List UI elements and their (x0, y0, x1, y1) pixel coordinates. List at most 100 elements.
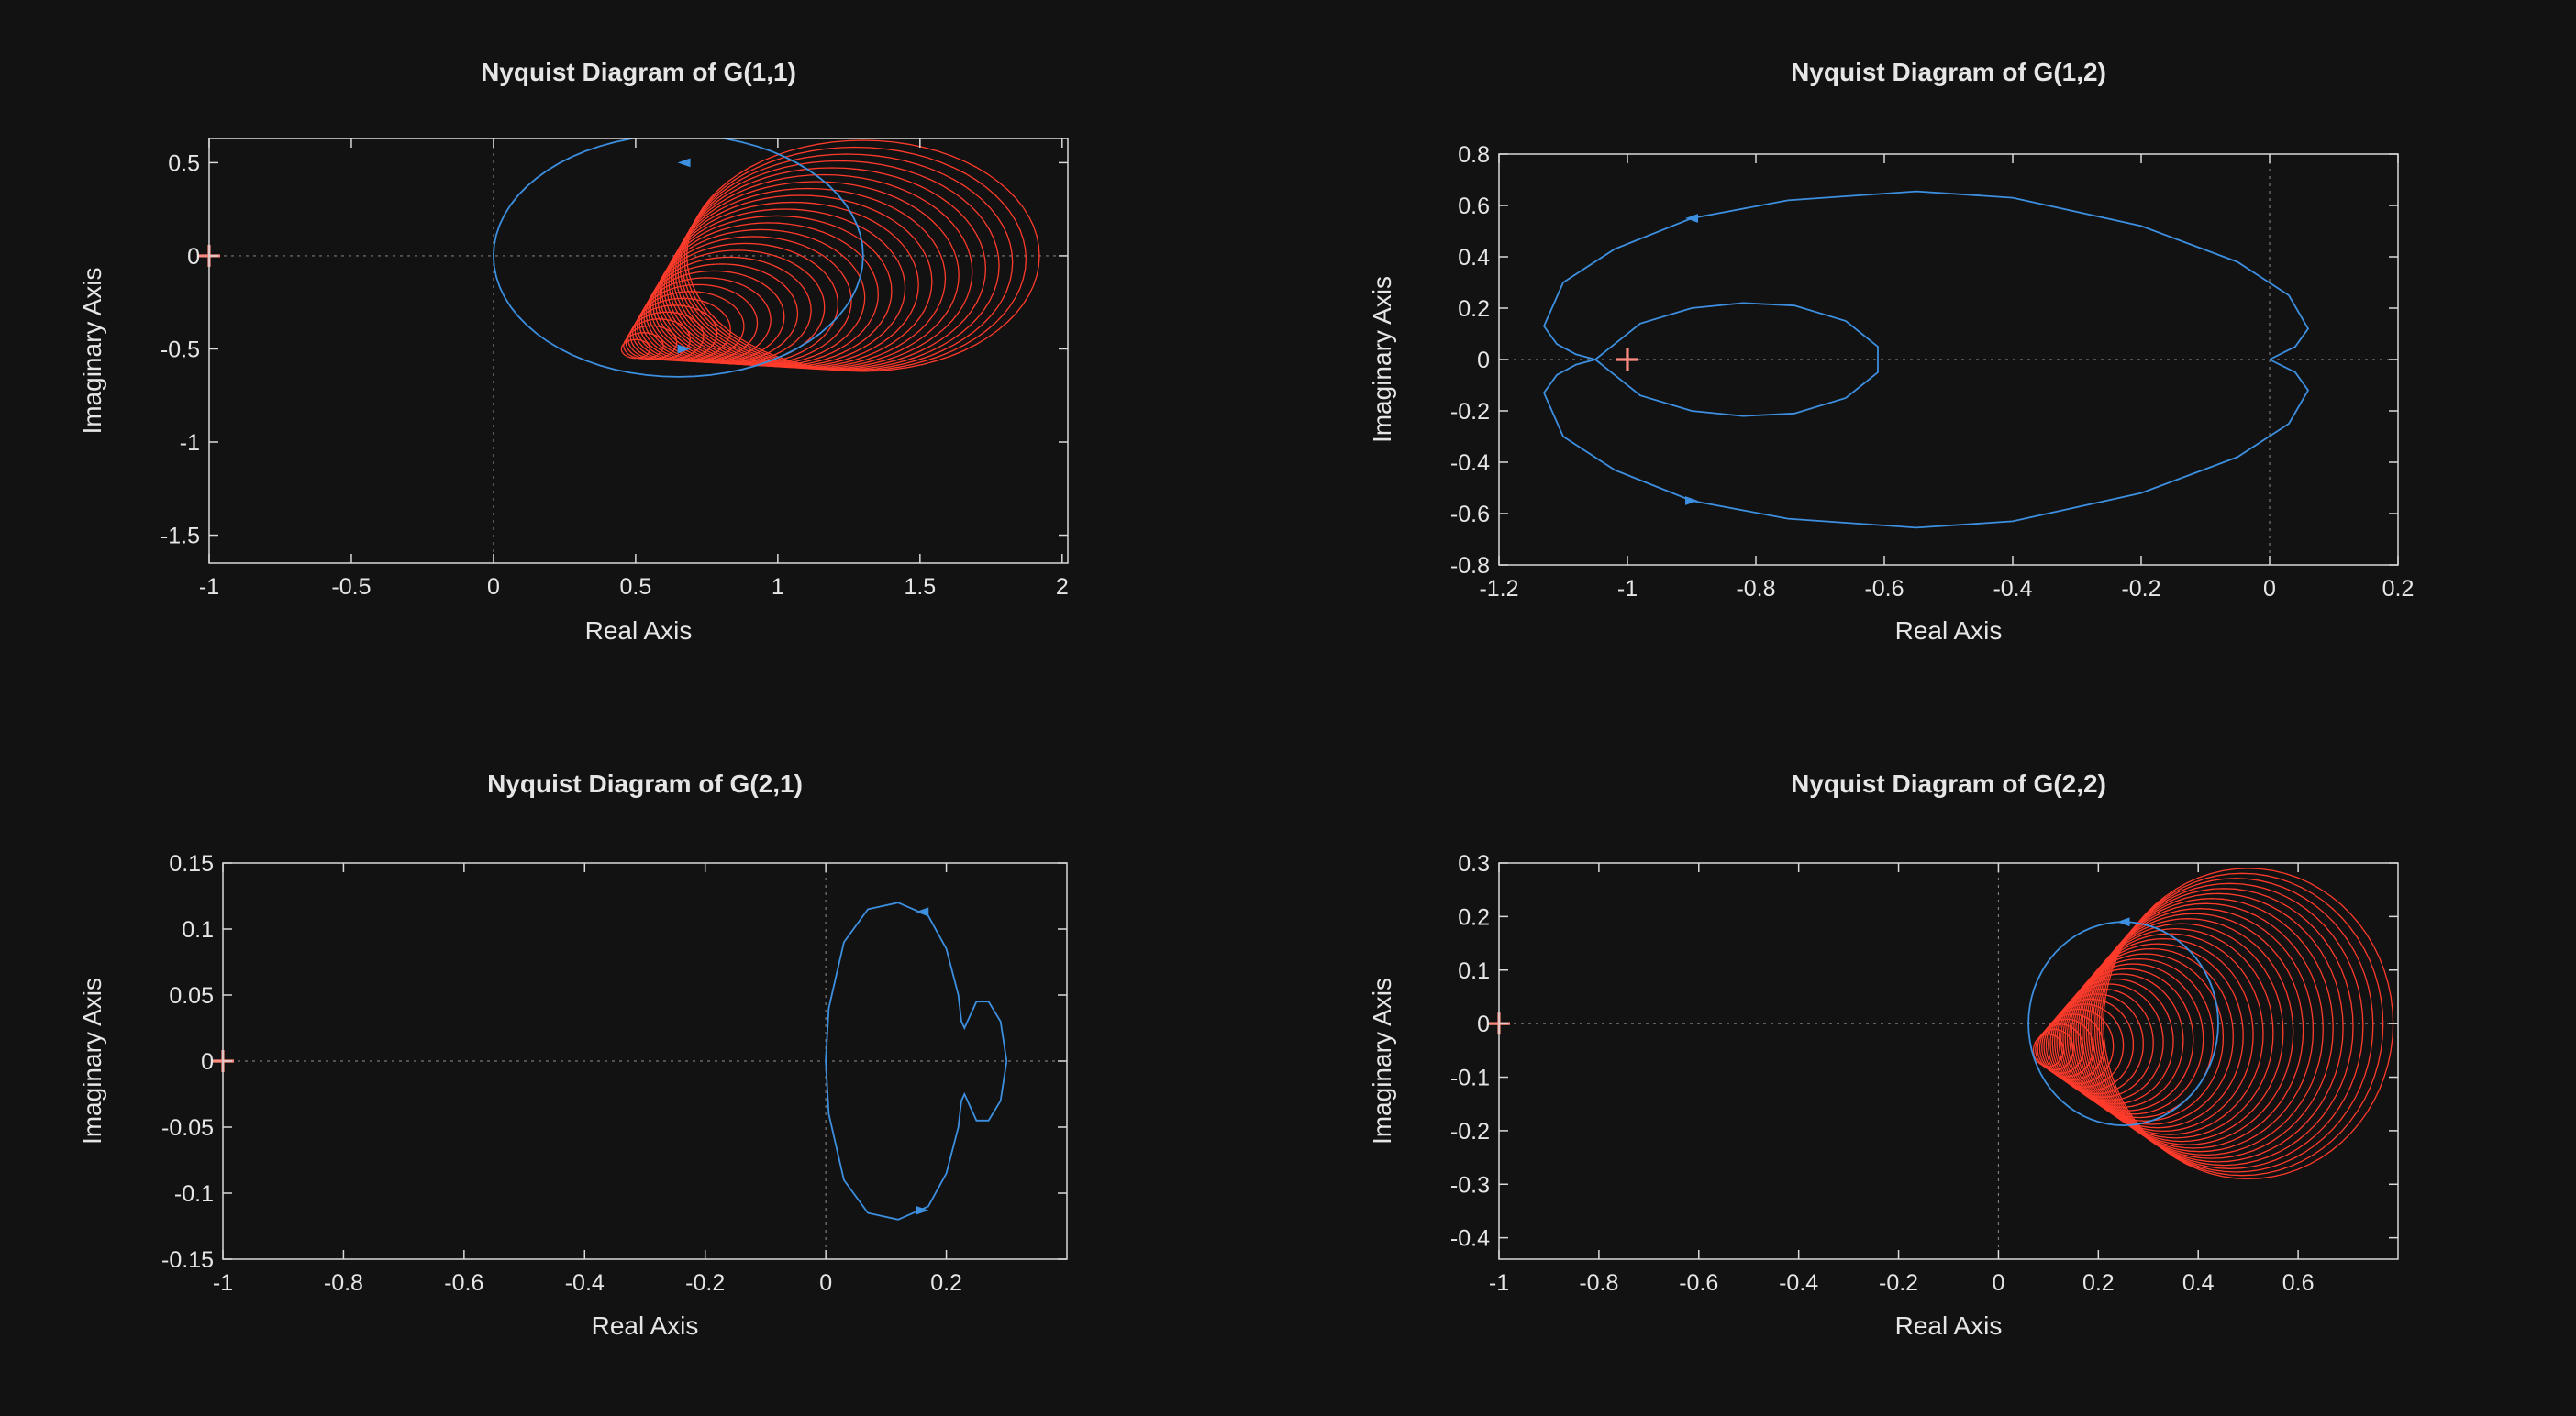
y-axis-label: Imaginary Axis (1368, 276, 1396, 443)
overlay-circle (665, 201, 919, 369)
direction-arrow (916, 907, 929, 917)
overlay-circle (2069, 947, 2234, 1125)
y-tick-label: 0.5 (168, 150, 200, 176)
overlay-circle (2079, 923, 2284, 1143)
y-tick-label: 0.4 (1458, 245, 1490, 271)
overlay-circle (682, 153, 1014, 371)
y-tick-label: -0.1 (1450, 1066, 1490, 1091)
x-tick-label: 0 (2263, 576, 2276, 602)
overlay-circle (2103, 868, 2394, 1180)
x-tick-label: -0.2 (1879, 1270, 1918, 1296)
y-tick-label: -0.3 (1450, 1172, 1490, 1198)
y-tick-label: 0.2 (1458, 296, 1490, 322)
overlay-circle (652, 242, 839, 366)
overlay-circle (654, 236, 852, 366)
x-tick-label: 0.2 (2382, 576, 2415, 602)
x-axis-label: Real Axis (592, 1311, 699, 1340)
overlay-circle (668, 194, 933, 369)
nyquist-curve-negative-freq (825, 1060, 1008, 1221)
y-tick-label: -0.4 (1450, 450, 1490, 476)
y-axis-label: Imaginary Axis (1368, 978, 1396, 1145)
x-tick-label: 2 (1056, 574, 1069, 600)
subplot-g12: Nyquist Diagram of G(1,2) Real Axis Imagin… (1368, 58, 2414, 645)
plot-area (492, 138, 1040, 378)
overlay-circle (640, 277, 772, 363)
x-tick-label: -1 (1617, 576, 1638, 602)
x-tick-label: -0.4 (565, 1270, 605, 1296)
overlay-circle (2054, 983, 2164, 1101)
y-tick-label: 0.05 (169, 983, 214, 1009)
x-tick-label: -1 (199, 574, 219, 600)
chart-title: Nyquist Diagram of G(2,2) (1791, 769, 2106, 798)
plot-frame (1498, 862, 2399, 1260)
y-tick-label: -0.2 (1450, 1119, 1490, 1145)
nyquist-curve-negative-freq (1594, 359, 1879, 417)
nyquist-curve-positive-freq (825, 902, 1008, 1062)
plot-frame (208, 138, 1069, 564)
overlay-circle (2075, 933, 2264, 1135)
nyquist-curve-positive-freq (1594, 302, 1879, 360)
y-tick-label: -0.1 (174, 1181, 214, 1207)
overlay-circle (663, 208, 906, 368)
plot-area (2027, 868, 2394, 1180)
y-tick-label: -0.2 (1450, 399, 1490, 425)
overlay-circle (2060, 968, 2194, 1112)
x-tick-label: -0.4 (1779, 1270, 1818, 1296)
x-tick-label: 0.5 (620, 574, 652, 600)
nyquist-curve-positive-freq (1542, 190, 2310, 360)
overlay-circle (661, 215, 893, 368)
nyquist-curve (2027, 921, 2219, 1127)
y-tick-label: 0.8 (1458, 142, 1490, 168)
x-tick-label: 1.5 (904, 574, 936, 600)
overlay-circle (638, 283, 759, 363)
overlay-circle (2082, 918, 2294, 1145)
direction-arrow (2116, 917, 2130, 927)
x-tick-label: -0.2 (2121, 576, 2160, 602)
overlay-circle (2062, 963, 2204, 1115)
x-tick-label: -0.6 (1864, 576, 1904, 602)
x-tick-label: -1.2 (1479, 576, 1518, 602)
overlay-circle (2051, 988, 2154, 1098)
overlay-circle (645, 263, 799, 364)
overlay-circle (674, 173, 973, 371)
x-tick-label: -1 (1489, 1270, 1509, 1296)
x-tick-label: -1 (213, 1270, 233, 1296)
direction-arrow (1685, 214, 1698, 223)
x-tick-label: 0.6 (2282, 1270, 2315, 1296)
y-tick-label: 0 (187, 244, 200, 270)
subplot-g21: Nyquist Diagram of G(2,1) Real Axis Imagin… (78, 769, 1068, 1340)
overlay-circle (2066, 953, 2225, 1122)
chart-title: Nyquist Diagram of G(1,2) (1791, 58, 2106, 86)
overlay-circle (2087, 902, 2324, 1156)
y-tick-label: 0.1 (182, 917, 214, 943)
overlay-circle (2092, 892, 2344, 1163)
y-tick-label: -0.15 (161, 1247, 214, 1273)
overlay-circle (2032, 1034, 2064, 1068)
nyquist-curve-negative-freq (1542, 359, 2310, 529)
overlay-circle (2077, 927, 2274, 1139)
y-axis-label: Imaginary Axis (78, 267, 106, 434)
x-tick-label: -0.2 (685, 1270, 725, 1296)
y-tick-label: -0.6 (1450, 502, 1490, 527)
x-tick-label: -0.8 (1736, 576, 1775, 602)
overlay-circle (2048, 998, 2135, 1091)
critical-point-marker (1616, 348, 1638, 371)
overlay-circle (677, 167, 987, 371)
overlay-circle (2056, 978, 2174, 1105)
overlay-circle (2058, 973, 2184, 1109)
overlay-circle (659, 222, 879, 367)
x-tick-label: 0 (819, 1270, 832, 1296)
x-tick-label: -0.6 (1679, 1270, 1718, 1296)
x-axis-label: Real Axis (1895, 1311, 2003, 1340)
overlay-circle (2085, 908, 2315, 1153)
direction-arrow (916, 1205, 929, 1215)
y-tick-label: 0 (1477, 348, 1490, 373)
overlay-circle (672, 181, 960, 370)
y-tick-label: 0.1 (1458, 958, 1490, 984)
y-axis-label: Imaginary Axis (78, 978, 106, 1145)
overlay-circle (683, 146, 1027, 371)
y-tick-label: -0.4 (1450, 1226, 1490, 1252)
overlay-circle (686, 139, 1040, 372)
x-axis-label: Real Axis (1895, 616, 2003, 645)
